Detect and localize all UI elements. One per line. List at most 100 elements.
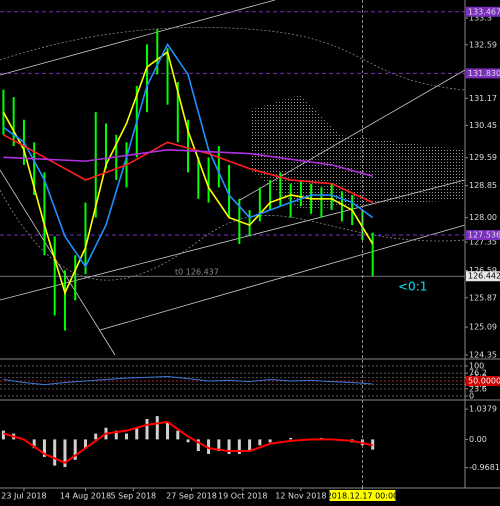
price-bar: [320, 187, 323, 218]
price-bar: [187, 119, 190, 173]
indicator-line: [3, 375, 373, 386]
price-bar: [289, 183, 292, 218]
annotation: t0 126.437: [175, 268, 219, 277]
x-tick-label: 27 Sep 2018: [166, 492, 217, 501]
y-tick-label: 128.85: [469, 181, 497, 190]
x-tick-label: 12 Nov 2018: [275, 492, 326, 501]
price-bar: [340, 191, 343, 222]
indicator-line: [3, 149, 373, 177]
x-tick-label: 5 Sep 2018: [111, 492, 157, 501]
histogram-bar: [145, 419, 149, 440]
price-bar: [217, 146, 220, 188]
indicator-line: [2, 42, 374, 269]
price-bar: [176, 82, 179, 143]
y-tick-label: 124.35: [469, 350, 497, 359]
histogram-bar: [289, 437, 293, 440]
y-tick-label: 128.00: [469, 213, 497, 222]
histogram-bar: [166, 421, 170, 440]
price-bar: [33, 142, 36, 195]
price-bar: [269, 179, 272, 211]
histogram-bar: [32, 439, 36, 449]
histogram-bar: [268, 439, 272, 443]
ichimoku-cloud: [250, 95, 465, 210]
x-tick-label: 23 Jul 2018: [1, 492, 46, 501]
indicator-line: [3, 420, 373, 464]
level-label-bg: [466, 6, 500, 17]
histogram-bar: [125, 433, 129, 440]
price-bar: [74, 255, 77, 301]
price-bar: [104, 123, 107, 169]
price-bar: [84, 202, 87, 275]
indicator-line: [3, 134, 374, 204]
price-bar: [371, 232, 374, 277]
decorations: [0, 0, 466, 356]
price-bar: [43, 172, 46, 256]
price-bar: [94, 112, 97, 218]
price-bar: [228, 164, 231, 218]
histogram-bar: [135, 427, 139, 440]
histogram-bar: [196, 439, 200, 452]
price-bar: [166, 48, 169, 105]
y-tick-label: 130.45: [469, 121, 497, 130]
annotation: <0:1: [398, 280, 427, 294]
level-label: 127.536: [468, 231, 500, 240]
y-tick-label: 1.0379: [469, 405, 497, 414]
level-label-bg: [466, 376, 500, 386]
histogram-bar: [53, 439, 57, 466]
y-tick-label: 0: [469, 392, 474, 401]
y-tick-label: 76.2: [469, 369, 487, 378]
histogram-bar: [207, 439, 211, 454]
histogram-bar: [1, 430, 5, 440]
y-tick-label: 127.35: [469, 238, 497, 247]
price-bar: [279, 172, 282, 207]
price-bar: [197, 157, 200, 199]
price-bar: [207, 157, 210, 203]
x-tick-label: 19 Oct 2018: [218, 492, 267, 501]
level-label-bg: [466, 68, 500, 79]
price-bar: [330, 183, 333, 211]
x-tick-label-bg: [329, 490, 396, 501]
y-tick-label: 0.00: [469, 435, 487, 444]
price-bar: [146, 44, 149, 113]
histogram-bar: [155, 416, 159, 440]
histogram-bar: [94, 433, 98, 440]
last-price-bg: [466, 271, 500, 282]
level-label-bg: [466, 230, 500, 241]
histogram-bar: [73, 439, 77, 460]
histogram-bar: [258, 439, 262, 446]
histogram-bar: [237, 439, 241, 454]
price-bar: [63, 270, 66, 331]
indicator-line: [2, 50, 374, 296]
price-bar: [248, 210, 251, 237]
y-tick-label: 125.87: [469, 293, 497, 302]
y-tick-label: 132.59: [469, 40, 497, 49]
level-label: 133.467: [468, 7, 500, 16]
histogram-bar: [217, 439, 221, 452]
band-line: [0, 189, 466, 281]
histogram-bar: [42, 439, 46, 457]
histogram-bar: [186, 439, 190, 443]
x-tick-label: 14 Aug 2018: [60, 492, 111, 501]
y-tick-label: 100: [469, 362, 484, 371]
level-label: 50.0000: [468, 377, 500, 386]
histogram-bar: [248, 439, 252, 452]
trend-line: [0, 0, 276, 76]
price-bar: [258, 187, 261, 222]
histogram-bar: [83, 439, 87, 449]
y-tick-label: 131.17: [469, 94, 497, 103]
band-line: [0, 26, 466, 91]
last-price-label: 126.442: [468, 272, 500, 281]
histogram-bar: [63, 439, 67, 468]
y-tick-label: 23.6: [469, 384, 487, 393]
price-bar: [156, 29, 159, 75]
y-tick-label: 129.59: [469, 153, 497, 162]
y-tick-label: 126.59: [469, 266, 497, 275]
y-tick-label: -0.9681: [469, 463, 500, 472]
price-bar: [299, 179, 302, 207]
histogram-bar: [114, 430, 118, 440]
trend-line: [99, 224, 466, 331]
histogram-bar: [176, 430, 180, 440]
level-label: 131.830: [468, 69, 500, 78]
y-tick-label: 133.3: [469, 14, 492, 23]
